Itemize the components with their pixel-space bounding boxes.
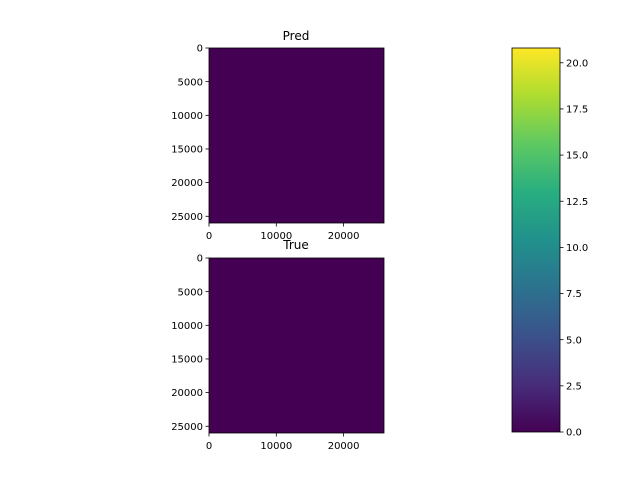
x-tick-label-true: 0 <box>206 441 212 452</box>
colorbar-tick-label: 5.0 <box>566 335 582 346</box>
colorbar-tick-label: 7.5 <box>566 289 582 300</box>
y-tick-label-true: 20000 <box>171 388 203 399</box>
x-tick-label-pred: 10000 <box>260 231 292 242</box>
heatmap-image-true <box>209 258 384 433</box>
subplot-true: True 0 10000 20000 0 5000 10000 15000 20000 2500… <box>171 238 385 452</box>
colorbar-tick-label: 12.5 <box>566 197 588 208</box>
colorbar-tick-label: 2.5 <box>566 381 582 392</box>
colorbar-tick-label: 0.0 <box>566 428 582 439</box>
x-tick-label-pred: 0 <box>206 231 212 242</box>
y-tick-label-pred: 25000 <box>171 212 203 223</box>
y-tick-label-true: 5000 <box>178 287 203 298</box>
y-tick-label-pred: 20000 <box>171 178 203 189</box>
tick-group-pred: 0 10000 20000 0 5000 10000 15000 20000 25000 <box>171 44 359 242</box>
subplot-title-pred: Pred <box>283 29 310 43</box>
y-tick-label-pred: 15000 <box>171 145 203 156</box>
y-tick-label-true: 15000 <box>171 355 203 366</box>
colorbar-tick-label: 17.5 <box>566 105 588 116</box>
y-tick-label-true: 10000 <box>171 321 203 332</box>
colorbar-tick-label: 10.0 <box>566 243 588 254</box>
y-tick-label-true: 0 <box>197 254 203 265</box>
axes-frame-true <box>208 257 385 434</box>
colorbar-tick-label: 15.0 <box>566 151 588 162</box>
heatmap-image-pred <box>209 48 384 223</box>
y-tick-label-pred: 5000 <box>178 77 203 88</box>
x-tick-label-true: 10000 <box>260 441 292 452</box>
colorbar-gradient <box>512 48 560 432</box>
subplot-pred: Pred 0 10000 20000 0 5000 10000 15000 20000 2500… <box>171 29 385 242</box>
y-tick-label-pred: 0 <box>197 44 203 55</box>
subplot-title-true: True <box>282 238 309 252</box>
y-tick-label-pred: 10000 <box>171 111 203 122</box>
axes-frame-pred <box>208 47 385 224</box>
colorbar-tick-group: 0.0 2.5 5.0 7.5 10.0 12.5 15.0 17.5 20.0 <box>560 58 588 439</box>
x-tick-label-true: 20000 <box>328 441 360 452</box>
colorbar: 0.0 2.5 5.0 7.5 10.0 12.5 15.0 17.5 20.0 <box>511 47 588 439</box>
colorbar-frame <box>511 47 561 433</box>
x-tick-label-pred: 20000 <box>328 231 360 242</box>
colorbar-tick-label: 20.0 <box>566 58 588 69</box>
y-tick-label-true: 25000 <box>171 422 203 433</box>
tick-group-true: 0 10000 20000 0 5000 10000 15000 20000 25000 <box>171 254 359 452</box>
